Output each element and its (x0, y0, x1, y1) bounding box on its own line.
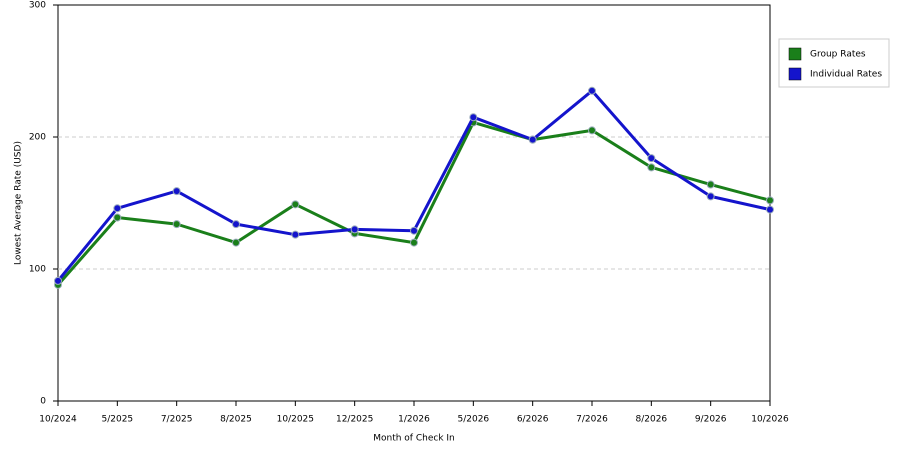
data-point (588, 86, 596, 95)
data-point (410, 226, 418, 235)
data-point (54, 276, 62, 285)
y-tick-label: 100 (29, 265, 46, 275)
y-tick-label: 0 (40, 397, 46, 407)
x-tick-label: 12/2025 (336, 415, 373, 425)
x-tick-label: 10/2024 (39, 415, 77, 425)
data-point (766, 205, 774, 214)
data-point (172, 187, 181, 196)
x-tick-label: 7/2025 (161, 415, 193, 425)
x-tick-label: 5/2025 (101, 415, 133, 425)
plot-area (57, 4, 771, 402)
x-tick-label: 7/2026 (576, 415, 608, 425)
data-point (766, 196, 774, 205)
y-axis-label: Lowest Average Rate (USD) (14, 141, 24, 265)
x-axis-label: Month of Check In (373, 434, 455, 444)
data-point (113, 213, 122, 222)
legend-swatch (788, 47, 802, 61)
x-tick-label: 6/2026 (517, 415, 549, 425)
y-tick-label: 300 (29, 1, 46, 11)
data-point (706, 180, 715, 189)
x-tick-label: 10/2026 (751, 415, 789, 425)
legend-swatch (788, 67, 802, 81)
x-tick-label: 9/2026 (695, 415, 727, 425)
data-point (706, 192, 715, 201)
data-point (113, 204, 122, 213)
data-point (647, 154, 656, 163)
y-tick-label: 200 (29, 133, 46, 143)
data-point (350, 225, 359, 234)
data-point (172, 220, 181, 229)
x-tick-label: 8/2026 (635, 415, 667, 425)
legend-label: Individual Rates (810, 70, 882, 80)
x-tick-label: 10/2025 (277, 415, 314, 425)
legend-label: Group Rates (810, 50, 866, 60)
data-point (588, 126, 596, 135)
data-point (232, 238, 240, 247)
data-point (528, 135, 537, 144)
x-tick-label: 5/2026 (457, 415, 489, 425)
x-tick-label: 1/2026 (398, 415, 430, 425)
data-point (232, 220, 240, 229)
data-point (410, 238, 418, 247)
x-tick-label: 8/2025 (220, 415, 252, 425)
data-point (647, 163, 656, 172)
data-point (291, 200, 300, 209)
data-point (469, 113, 478, 122)
data-point (291, 230, 300, 239)
